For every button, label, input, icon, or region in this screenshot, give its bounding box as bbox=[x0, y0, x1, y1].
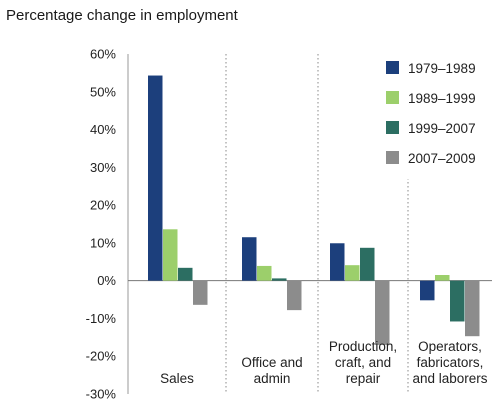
category-label-line: and laborers bbox=[412, 371, 487, 386]
legend-swatch bbox=[386, 121, 399, 134]
category-label: Operators, fabricators, and laborers bbox=[412, 339, 487, 386]
bar bbox=[435, 275, 450, 281]
bar bbox=[242, 237, 257, 281]
bars-layer bbox=[148, 75, 480, 345]
category-label-line: Sales bbox=[160, 371, 194, 386]
legend-swatch bbox=[386, 151, 399, 164]
category-label-line: craft, and bbox=[335, 355, 391, 370]
legend-label: 1999–2007 bbox=[408, 121, 476, 136]
legend-swatch bbox=[386, 91, 399, 104]
bar bbox=[272, 278, 287, 281]
category-label-line: Production, bbox=[329, 339, 397, 354]
category-label-line: Office and bbox=[241, 355, 302, 370]
bar bbox=[148, 75, 163, 281]
category-labels: Sales Office and admin Production, craft, an… bbox=[160, 339, 488, 386]
bar bbox=[375, 280, 390, 345]
chart-title: Percentage change in employment bbox=[6, 7, 238, 24]
bar bbox=[193, 280, 208, 305]
y-tick-label: 20% bbox=[90, 198, 116, 213]
bar bbox=[287, 280, 302, 311]
legend-label: 2007–2009 bbox=[408, 151, 476, 166]
y-tick-label: 60% bbox=[90, 47, 116, 62]
y-tick-label: 30% bbox=[90, 160, 116, 175]
category-label: Production, craft, and repair bbox=[329, 339, 397, 386]
category-label: Office and admin bbox=[241, 355, 302, 386]
bar bbox=[420, 280, 435, 301]
legend-swatch bbox=[386, 61, 399, 74]
bar bbox=[450, 280, 465, 322]
bar bbox=[360, 247, 375, 281]
bar bbox=[345, 265, 360, 281]
bar bbox=[178, 267, 193, 281]
category-label: Sales bbox=[160, 371, 194, 386]
y-tick-label: -30% bbox=[86, 387, 117, 402]
category-label-line: Operators, bbox=[418, 339, 482, 354]
category-label-line: repair bbox=[346, 371, 381, 386]
y-tick-label: 10% bbox=[90, 235, 116, 250]
bar bbox=[465, 280, 480, 337]
bar bbox=[257, 265, 272, 281]
bar bbox=[330, 243, 345, 281]
bar bbox=[163, 229, 178, 281]
legend-label: 1979–1989 bbox=[408, 61, 476, 76]
legend: 1979–1989 1989–1999 1999–2007 2007–2009 bbox=[378, 54, 492, 179]
y-tick-label: -10% bbox=[86, 311, 117, 326]
category-label-line: fabricators, bbox=[417, 355, 484, 370]
y-tick-label: 50% bbox=[90, 84, 116, 99]
y-tick-label: 40% bbox=[90, 122, 116, 137]
category-label-line: admin bbox=[254, 371, 291, 386]
y-tick-label: -20% bbox=[86, 349, 117, 364]
y-tick-label: 0% bbox=[97, 273, 116, 288]
legend-label: 1989–1999 bbox=[408, 91, 476, 106]
